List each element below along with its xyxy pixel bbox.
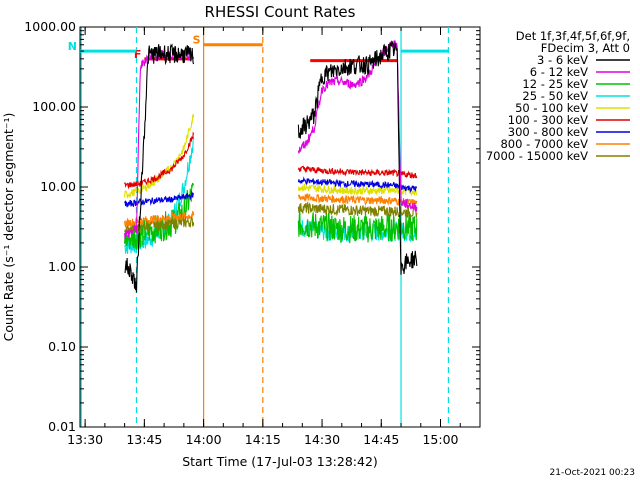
series-line-5-seg-0 xyxy=(124,131,195,190)
x-tick-label-4: 14:30 xyxy=(304,432,340,447)
x-tick-label-0: 13:30 xyxy=(67,432,103,447)
legend-header-line-1: Det 1f,3f,4f,5f,6f,9f, xyxy=(516,29,630,43)
legend-label-8: 7000 - 15000 keV xyxy=(486,149,588,163)
y-tick-label-2: 1.00 xyxy=(48,259,76,274)
series-line-2-seg-1 xyxy=(297,209,418,244)
legend-label-2: 12 - 25 keV xyxy=(522,77,588,91)
series-line-0-seg-0 xyxy=(124,43,195,293)
axes-layer: 13:30 13:45 14:00 14:15 14:30 14:45 15:00 0.01 0… xyxy=(24,19,481,447)
y-tick-label-3: 10.00 xyxy=(40,179,76,194)
y-tick-label-1: 0.10 xyxy=(48,339,76,354)
legend-header-line-2: FDecim 3, Att 0 xyxy=(541,41,630,55)
series-line-7-seg-0 xyxy=(124,210,195,229)
y-tick-label-4: 100.00 xyxy=(32,99,76,114)
legend-label-6: 300 - 800 keV xyxy=(508,125,588,139)
series-line-6-seg-0 xyxy=(124,190,195,208)
series-line-0-seg-1 xyxy=(297,41,418,275)
legend-label-7: 800 - 7000 keV xyxy=(500,137,588,151)
x-tick-label-3: 14:15 xyxy=(245,432,281,447)
legend-label-4: 50 - 100 keV xyxy=(515,101,588,115)
series-line-5-seg-1 xyxy=(297,165,418,180)
chart-title: RHESSI Count Rates xyxy=(205,3,356,21)
legend-label-0: 3 - 6 keV xyxy=(537,53,588,67)
legend: Det 1f,3f,4f,5f,6f,9f, FDecim 3, Att 0 3… xyxy=(486,29,630,163)
y-tick-label-5: 1000.00 xyxy=(24,19,76,34)
x-tick-label-2: 14:00 xyxy=(186,432,222,447)
x-tick-label-1: 13:45 xyxy=(126,432,162,447)
legend-label-3: 25 - 50 keV xyxy=(522,89,588,103)
series-line-1-seg-1 xyxy=(297,40,418,212)
series-line-7-seg-1 xyxy=(297,193,418,207)
y-axis-label: Count Rate (s⁻¹ detector segment⁻¹) xyxy=(1,113,16,342)
flag-label-f: F xyxy=(134,48,142,61)
x-axis-label: Start Time (17-Jul-03 13:28:42) xyxy=(182,454,378,469)
legend-label-5: 100 - 300 keV xyxy=(508,113,588,127)
plot-frame xyxy=(79,26,481,428)
x-tick-label-6: 15:00 xyxy=(422,432,458,447)
y-tick-label-0: 0.01 xyxy=(48,419,76,434)
generation-timestamp: 21-Oct-2021 00:23 xyxy=(550,468,635,478)
flag-label-s: S xyxy=(193,34,201,47)
series-line-4-seg-1 xyxy=(297,183,418,197)
flag-label-n: N xyxy=(68,40,77,53)
series-line-6-seg-1 xyxy=(297,176,418,194)
legend-label-1: 6 - 12 keV xyxy=(530,65,588,79)
x-tick-label-5: 14:45 xyxy=(363,432,399,447)
series-line-8-seg-1 xyxy=(297,201,418,219)
series-layer xyxy=(124,40,418,293)
